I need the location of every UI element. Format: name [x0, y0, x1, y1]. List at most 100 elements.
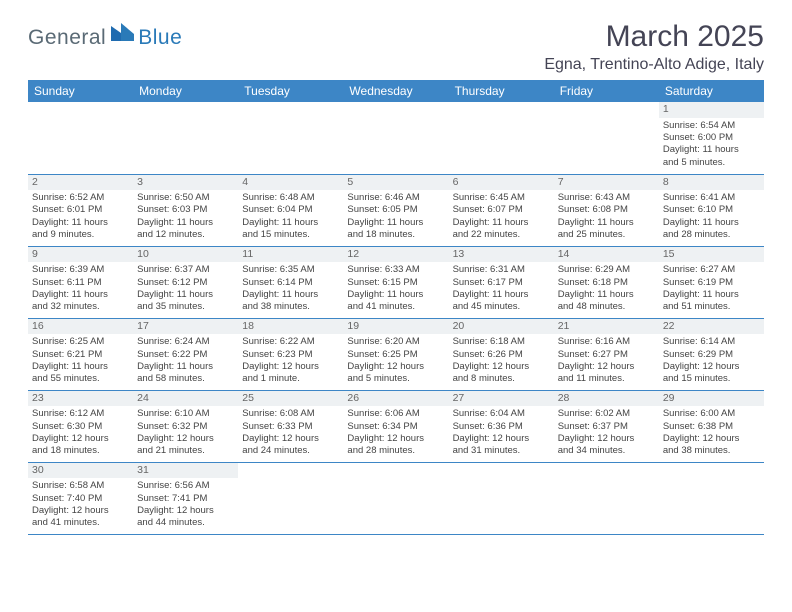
- location: Egna, Trentino-Alto Adige, Italy: [544, 56, 764, 74]
- calendar-cell: 2Sunrise: 6:52 AMSunset: 6:01 PMDaylight…: [28, 174, 133, 246]
- sunrise-text: Sunrise: 6:52 AM: [32, 192, 129, 204]
- daylight-text: Daylight: 11 hours: [663, 144, 760, 156]
- calendar-cell: 16Sunrise: 6:25 AMSunset: 6:21 PMDayligh…: [28, 318, 133, 390]
- weekday-header: Saturday: [659, 80, 764, 102]
- daylight-text: Daylight: 12 hours: [347, 433, 444, 445]
- daylight-text: Daylight: 11 hours: [242, 217, 339, 229]
- sunset-text: Sunset: 7:41 PM: [137, 493, 234, 505]
- sunrise-text: Sunrise: 6:04 AM: [453, 408, 550, 420]
- daylight-text: Daylight: 11 hours: [347, 289, 444, 301]
- daylight-text: and 58 minutes.: [137, 373, 234, 385]
- sunset-text: Sunset: 6:19 PM: [663, 277, 760, 289]
- sunrise-text: Sunrise: 6:41 AM: [663, 192, 760, 204]
- calendar-cell: [238, 102, 343, 174]
- daylight-text: and 22 minutes.: [453, 229, 550, 241]
- calendar-cell: [28, 102, 133, 174]
- sunset-text: Sunset: 6:32 PM: [137, 421, 234, 433]
- daylight-text: Daylight: 12 hours: [137, 505, 234, 517]
- daylight-text: Daylight: 11 hours: [242, 289, 339, 301]
- calendar-cell: 11Sunrise: 6:35 AMSunset: 6:14 PMDayligh…: [238, 246, 343, 318]
- sunrise-text: Sunrise: 6:37 AM: [137, 264, 234, 276]
- sunset-text: Sunset: 6:03 PM: [137, 204, 234, 216]
- sunset-text: Sunset: 6:30 PM: [32, 421, 129, 433]
- calendar-cell: 30Sunrise: 6:58 AMSunset: 7:40 PMDayligh…: [28, 462, 133, 534]
- sunrise-text: Sunrise: 6:31 AM: [453, 264, 550, 276]
- sunrise-text: Sunrise: 6:27 AM: [663, 264, 760, 276]
- calendar-cell: 6Sunrise: 6:45 AMSunset: 6:07 PMDaylight…: [449, 174, 554, 246]
- calendar-table: Sunday Monday Tuesday Wednesday Thursday…: [28, 80, 764, 535]
- daylight-text: Daylight: 12 hours: [242, 433, 339, 445]
- daylight-text: Daylight: 12 hours: [137, 433, 234, 445]
- sunrise-text: Sunrise: 6:25 AM: [32, 336, 129, 348]
- sunrise-text: Sunrise: 6:29 AM: [558, 264, 655, 276]
- day-number: 14: [554, 247, 659, 263]
- daylight-text: and 51 minutes.: [663, 301, 760, 313]
- daylight-text: and 1 minute.: [242, 373, 339, 385]
- weekday-header: Friday: [554, 80, 659, 102]
- calendar-cell: [449, 102, 554, 174]
- sunset-text: Sunset: 6:17 PM: [453, 277, 550, 289]
- daylight-text: and 38 minutes.: [242, 301, 339, 313]
- sunset-text: Sunset: 6:01 PM: [32, 204, 129, 216]
- sunrise-text: Sunrise: 6:35 AM: [242, 264, 339, 276]
- sunset-text: Sunset: 6:23 PM: [242, 349, 339, 361]
- day-number: 1: [659, 102, 764, 118]
- daylight-text: Daylight: 11 hours: [558, 217, 655, 229]
- day-number: 11: [238, 247, 343, 263]
- sunset-text: Sunset: 6:15 PM: [347, 277, 444, 289]
- sunset-text: Sunset: 6:29 PM: [663, 349, 760, 361]
- calendar-row: 16Sunrise: 6:25 AMSunset: 6:21 PMDayligh…: [28, 318, 764, 390]
- sunrise-text: Sunrise: 6:54 AM: [663, 120, 760, 132]
- calendar-cell: 3Sunrise: 6:50 AMSunset: 6:03 PMDaylight…: [133, 174, 238, 246]
- sunset-text: Sunset: 6:26 PM: [453, 349, 550, 361]
- sunset-text: Sunset: 6:33 PM: [242, 421, 339, 433]
- daylight-text: and 45 minutes.: [453, 301, 550, 313]
- daylight-text: Daylight: 12 hours: [453, 361, 550, 373]
- calendar-cell: 31Sunrise: 6:56 AMSunset: 7:41 PMDayligh…: [133, 462, 238, 534]
- sunset-text: Sunset: 6:25 PM: [347, 349, 444, 361]
- sunset-text: Sunset: 6:34 PM: [347, 421, 444, 433]
- sunrise-text: Sunrise: 6:20 AM: [347, 336, 444, 348]
- calendar-cell: [554, 462, 659, 534]
- calendar-cell: [343, 462, 448, 534]
- daylight-text: and 8 minutes.: [453, 373, 550, 385]
- weekday-header: Tuesday: [238, 80, 343, 102]
- calendar-cell: 13Sunrise: 6:31 AMSunset: 6:17 PMDayligh…: [449, 246, 554, 318]
- day-number: 5: [343, 175, 448, 191]
- logo-text-general: General: [28, 26, 106, 50]
- daylight-text: and 18 minutes.: [32, 445, 129, 457]
- weekday-header: Thursday: [449, 80, 554, 102]
- calendar-cell: [659, 462, 764, 534]
- sunset-text: Sunset: 6:05 PM: [347, 204, 444, 216]
- day-number: 15: [659, 247, 764, 263]
- calendar-cell: 20Sunrise: 6:18 AMSunset: 6:26 PMDayligh…: [449, 318, 554, 390]
- calendar-cell: 24Sunrise: 6:10 AMSunset: 6:32 PMDayligh…: [133, 390, 238, 462]
- daylight-text: Daylight: 11 hours: [453, 289, 550, 301]
- calendar-cell: 4Sunrise: 6:48 AMSunset: 6:04 PMDaylight…: [238, 174, 343, 246]
- weekday-header: Sunday: [28, 80, 133, 102]
- calendar-cell: [133, 102, 238, 174]
- day-number: 2: [28, 175, 133, 191]
- daylight-text: and 24 minutes.: [242, 445, 339, 457]
- daylight-text: and 5 minutes.: [347, 373, 444, 385]
- daylight-text: and 32 minutes.: [32, 301, 129, 313]
- daylight-text: and 35 minutes.: [137, 301, 234, 313]
- daylight-text: and 34 minutes.: [558, 445, 655, 457]
- daylight-text: Daylight: 11 hours: [558, 289, 655, 301]
- day-number: 17: [133, 319, 238, 335]
- daylight-text: Daylight: 12 hours: [32, 505, 129, 517]
- sunset-text: Sunset: 6:22 PM: [137, 349, 234, 361]
- daylight-text: and 11 minutes.: [558, 373, 655, 385]
- daylight-text: Daylight: 11 hours: [137, 217, 234, 229]
- day-number: 10: [133, 247, 238, 263]
- weekday-header-row: Sunday Monday Tuesday Wednesday Thursday…: [28, 80, 764, 102]
- sunrise-text: Sunrise: 6:33 AM: [347, 264, 444, 276]
- sunset-text: Sunset: 6:27 PM: [558, 349, 655, 361]
- calendar-cell: 19Sunrise: 6:20 AMSunset: 6:25 PMDayligh…: [343, 318, 448, 390]
- daylight-text: and 18 minutes.: [347, 229, 444, 241]
- sunrise-text: Sunrise: 6:08 AM: [242, 408, 339, 420]
- calendar-cell: 27Sunrise: 6:04 AMSunset: 6:36 PMDayligh…: [449, 390, 554, 462]
- sunrise-text: Sunrise: 6:22 AM: [242, 336, 339, 348]
- calendar-cell: [343, 102, 448, 174]
- daylight-text: Daylight: 12 hours: [242, 361, 339, 373]
